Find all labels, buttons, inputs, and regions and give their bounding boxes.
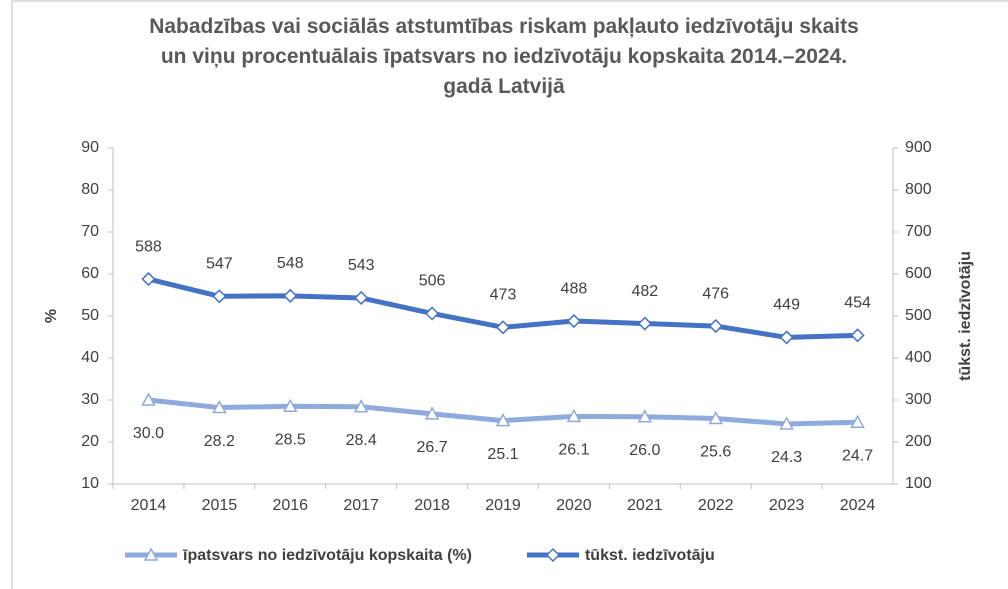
data-label: 26.0 xyxy=(629,442,660,459)
point xyxy=(283,288,298,303)
data-label: 548 xyxy=(277,255,304,272)
point xyxy=(850,414,865,429)
y2-tick-label: 900 xyxy=(905,139,932,156)
data-label: 476 xyxy=(702,285,729,302)
x-tick-label: 2014 xyxy=(131,497,167,514)
point xyxy=(425,306,440,321)
y2-tick-label: 200 xyxy=(905,433,932,450)
data-label: 24.7 xyxy=(842,447,873,464)
data-label: 449 xyxy=(773,297,800,314)
point xyxy=(637,316,652,331)
data-label: 488 xyxy=(561,280,588,297)
y-tick-label: 80 xyxy=(81,181,99,198)
y-tick-label: 10 xyxy=(81,475,99,492)
x-tick-label: 2020 xyxy=(556,497,592,514)
data-label: 482 xyxy=(631,283,658,300)
y2-tick-label: 800 xyxy=(905,181,932,198)
point xyxy=(141,271,156,287)
point xyxy=(212,399,227,414)
y2-axis-title: tūkst. iedzīvotāju xyxy=(957,251,974,381)
y-tick-label: 30 xyxy=(81,391,99,408)
y2-tick-label: 100 xyxy=(905,475,932,492)
data-label: 28.4 xyxy=(346,432,377,449)
data-label: 26.7 xyxy=(417,439,448,456)
point xyxy=(637,409,653,423)
x-tick-label: 2015 xyxy=(202,497,238,514)
point xyxy=(779,416,794,430)
y2-tick-label: 700 xyxy=(905,223,932,240)
y2-tick-label: 300 xyxy=(905,391,932,408)
point xyxy=(212,289,227,304)
frame xyxy=(11,0,1008,589)
y-tick-label: 40 xyxy=(81,349,99,366)
point xyxy=(566,408,582,423)
data-label: 26.1 xyxy=(558,442,589,459)
x-tick-label: 2019 xyxy=(485,497,521,514)
y-tick-label: 20 xyxy=(81,433,99,450)
y-tick-label: 70 xyxy=(81,223,99,240)
point xyxy=(779,330,794,345)
data-label: 28.5 xyxy=(275,432,306,449)
point xyxy=(708,319,723,334)
x-tick-label: 2022 xyxy=(698,497,734,514)
point xyxy=(283,398,298,413)
x-tick-label: 2017 xyxy=(343,497,379,514)
x-tick-label: 2021 xyxy=(627,497,663,514)
data-label: 25.1 xyxy=(487,446,518,463)
y2-tick-label: 600 xyxy=(905,265,932,282)
legend-label: tūkst. iedzīvotāju xyxy=(585,547,715,564)
data-label: 28.2 xyxy=(204,433,235,450)
point xyxy=(141,392,156,406)
y-tick-label: 50 xyxy=(81,307,99,324)
data-label: 588 xyxy=(135,238,162,255)
data-label: 547 xyxy=(206,255,233,272)
data-label: 506 xyxy=(419,273,446,290)
data-label: 473 xyxy=(490,287,517,304)
x-tick-label: 2016 xyxy=(272,497,308,514)
y-tick-label: 90 xyxy=(81,139,99,156)
data-label: 454 xyxy=(844,295,871,312)
data-label: 543 xyxy=(348,257,375,274)
point xyxy=(850,328,865,343)
point xyxy=(424,406,440,420)
y-tick-label: 60 xyxy=(81,265,99,282)
x-tick-label: 2023 xyxy=(769,497,805,514)
y2-tick-label: 400 xyxy=(905,349,932,366)
data-label: 25.6 xyxy=(700,444,731,461)
x-tick-label: 2024 xyxy=(840,497,876,514)
point xyxy=(495,320,511,335)
point xyxy=(354,290,369,306)
point xyxy=(566,313,581,329)
y-axis-title: % xyxy=(43,309,60,323)
legend-label: īpatsvars no iedzīvotāju kopskaita (%) xyxy=(182,547,472,564)
point xyxy=(495,413,511,427)
point xyxy=(353,399,369,413)
chart-title: Nabadzības vai sociālās atstumtības risk… xyxy=(149,15,859,98)
point xyxy=(143,547,159,561)
data-label: 24.3 xyxy=(771,449,802,466)
x-tick-label: 2018 xyxy=(414,497,450,514)
point xyxy=(545,547,561,563)
data-label: 30.0 xyxy=(133,425,164,442)
point xyxy=(708,410,723,425)
y2-tick-label: 500 xyxy=(905,307,932,324)
